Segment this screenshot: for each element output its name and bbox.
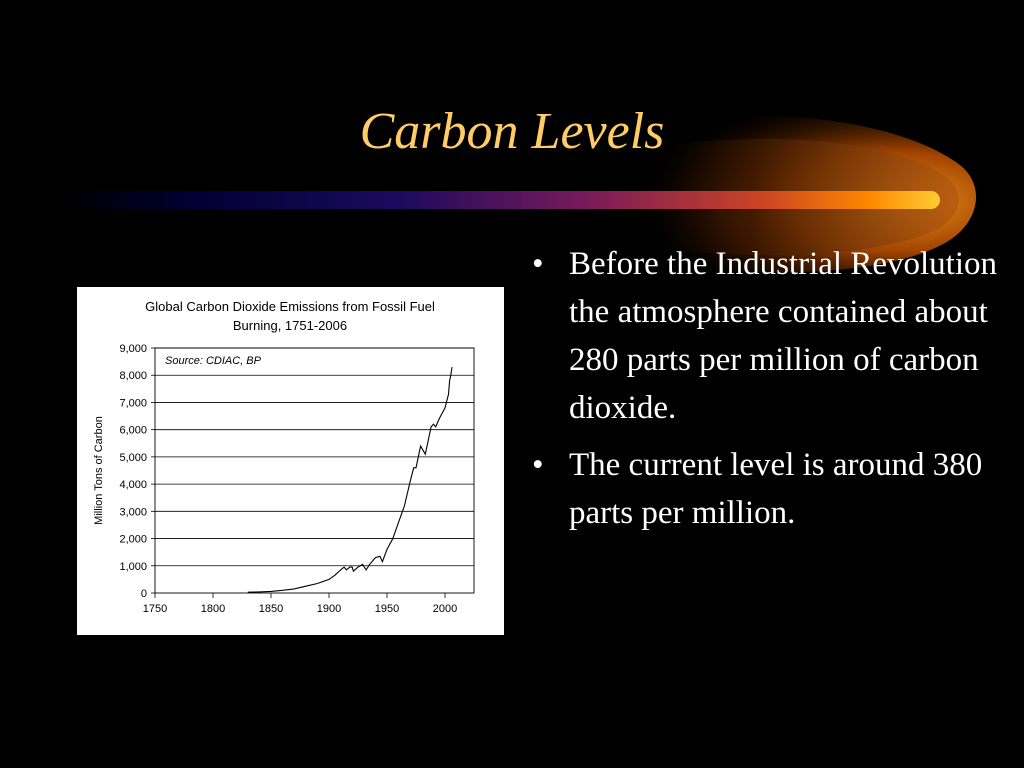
y-tick-label: 2,000 [119,534,147,546]
y-tick-label: 7,000 [119,397,147,409]
x-tick-label: 1750 [143,603,167,615]
slide-title: Carbon Levels [359,103,665,160]
bullet-text: The current level is around 380 parts pe… [569,447,983,531]
plot-frame [154,347,475,594]
bullet-marker: • [532,246,544,282]
y-tick-label: 9,000 [119,343,147,355]
x-tick-label: 1850 [259,603,283,615]
bullet-list: • Before the Industrial Revolution the a… [530,240,1000,546]
emissions-line [247,367,453,593]
bullet-text: Before the Industrial Revolution the atm… [569,246,997,426]
x-tick-label: 1950 [375,603,399,615]
chart-title: Burning, 1751-2006 [233,318,347,333]
x-tick-label: 1900 [317,603,341,615]
x-tick-label: 1800 [201,603,225,615]
chart-title: Global Carbon Dioxide Emissions from Fos… [145,299,435,314]
emissions-chart: Global Carbon Dioxide Emissions from Fos… [77,287,504,635]
y-axis-label: Million Tons of Carbon [93,416,105,525]
y-tick-label: 1,000 [119,561,147,573]
source-note: Source: CDIAC, BP [165,355,262,367]
bullet-marker: • [532,447,544,483]
y-tick-label: 3,000 [119,506,147,518]
y-tick-label: 4,000 [119,479,147,491]
y-tick-label: 5,000 [119,452,147,464]
bullet-item: • The current level is around 380 parts … [530,441,1000,537]
x-tick-label: 2000 [433,603,457,615]
bullet-item: • Before the Industrial Revolution the a… [530,240,1000,432]
chart-svg: Global Carbon Dioxide Emissions from Fos… [93,299,475,615]
y-tick-label: 8,000 [119,370,147,382]
y-tick-label: 0 [141,588,147,600]
y-tick-label: 6,000 [119,425,147,437]
